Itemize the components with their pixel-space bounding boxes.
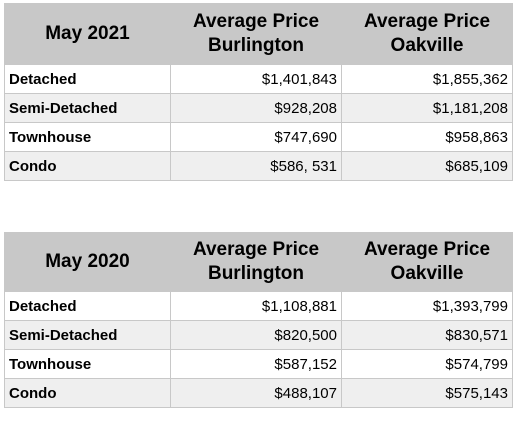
- burlington-price: $587,152: [170, 349, 342, 379]
- table-row: Townhouse $747,690 $958,863: [4, 122, 513, 152]
- price-table-may-2020: May 2020 Average Price Burlington Average…: [4, 232, 513, 408]
- price-table-may-2021: May 2021 Average Price Burlington Average…: [4, 3, 513, 181]
- oakville-price: $1,855,362: [341, 64, 513, 94]
- oakville-header: Average Price Oakville: [341, 3, 513, 65]
- header-city: Burlington: [207, 35, 305, 56]
- burlington-header: Average Price Burlington: [170, 3, 342, 65]
- burlington-price: $747,690: [170, 122, 342, 152]
- period-header: May 2020: [4, 232, 171, 292]
- table-row: Detached $1,401,843 $1,855,362: [4, 64, 513, 94]
- property-type: Condo: [4, 151, 171, 181]
- burlington-price: $1,401,843: [170, 64, 342, 94]
- oakville-price: $1,393,799: [341, 291, 513, 321]
- burlington-price: $928,208: [170, 93, 342, 123]
- table-row: Condo $586, 531 $685,109: [4, 151, 513, 181]
- oakville-price: $830,571: [341, 320, 513, 350]
- header-line: Average Price: [192, 11, 320, 32]
- header-city: Oakville: [390, 263, 464, 284]
- property-type: Townhouse: [4, 122, 171, 152]
- period-header: May 2021: [4, 3, 171, 65]
- oakville-price: $575,143: [341, 378, 513, 408]
- table-row: Semi-Detached $928,208 $1,181,208: [4, 93, 513, 123]
- table-row: Detached $1,108,881 $1,393,799: [4, 291, 513, 321]
- property-type: Condo: [4, 378, 171, 408]
- oakville-price: $685,109: [341, 151, 513, 181]
- header-city: Burlington: [207, 263, 305, 284]
- property-type: Semi-Detached: [4, 320, 171, 350]
- header-line: Average Price: [192, 239, 320, 260]
- property-type: Townhouse: [4, 349, 171, 379]
- table-row: Townhouse $587,152 $574,799: [4, 349, 513, 379]
- table-header-row: May 2021 Average Price Burlington Average…: [4, 3, 513, 65]
- table-row: Semi-Detached $820,500 $830,571: [4, 320, 513, 350]
- oakville-price: $1,181,208: [341, 93, 513, 123]
- header-line: Average Price: [363, 11, 491, 32]
- property-type: Detached: [4, 291, 171, 321]
- oakville-header: Average Price Oakville: [341, 232, 513, 292]
- burlington-price: $488,107: [170, 378, 342, 408]
- oakville-price: $958,863: [341, 122, 513, 152]
- header-line: Average Price: [363, 239, 491, 260]
- table-header-row: May 2020 Average Price Burlington Average…: [4, 232, 513, 292]
- oakville-price: $574,799: [341, 349, 513, 379]
- property-type: Semi-Detached: [4, 93, 171, 123]
- property-type: Detached: [4, 64, 171, 94]
- burlington-price: $586, 531: [170, 151, 342, 181]
- burlington-header: Average Price Burlington: [170, 232, 342, 292]
- burlington-price: $1,108,881: [170, 291, 342, 321]
- header-city: Oakville: [390, 35, 464, 56]
- table-row: Condo $488,107 $575,143: [4, 378, 513, 408]
- burlington-price: $820,500: [170, 320, 342, 350]
